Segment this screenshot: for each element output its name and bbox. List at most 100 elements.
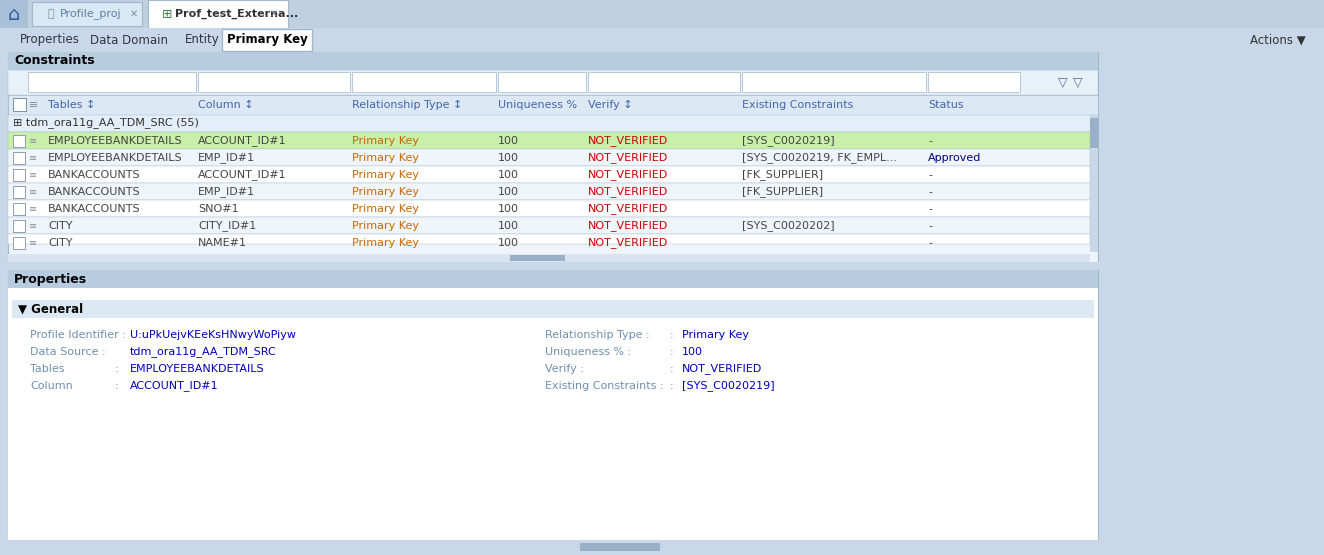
Text: Primary Key: Primary Key — [352, 170, 418, 180]
Bar — [8, 132, 1090, 149]
Text: Data Source :: Data Source : — [30, 347, 106, 357]
Bar — [0, 262, 1324, 270]
Bar — [13, 135, 25, 147]
Text: :: : — [670, 330, 674, 340]
Text: Uniqueness % :: Uniqueness % : — [545, 347, 632, 357]
Bar — [8, 166, 1090, 183]
Text: ≡: ≡ — [29, 153, 37, 163]
Bar — [741, 72, 925, 92]
Text: Verify :: Verify : — [545, 364, 584, 374]
Text: ACCOUNT_ID#1: ACCOUNT_ID#1 — [130, 381, 218, 391]
Text: 100: 100 — [498, 238, 519, 248]
Bar — [588, 72, 740, 92]
Text: ≡: ≡ — [29, 238, 37, 248]
Text: Actions ▼: Actions ▼ — [1250, 33, 1305, 47]
Text: EMPLOYEEBANKDETAILS: EMPLOYEEBANKDETAILS — [48, 136, 183, 146]
Bar — [13, 152, 25, 164]
Bar — [0, 0, 1324, 28]
Text: ▼ General: ▼ General — [19, 302, 83, 315]
Text: ≡: ≡ — [29, 100, 38, 110]
Bar — [8, 270, 1098, 288]
Bar — [510, 255, 565, 261]
Text: NOT_VERIFIED: NOT_VERIFIED — [588, 186, 669, 198]
Text: 100: 100 — [498, 221, 519, 231]
Text: tdm_ora11g_AA_TDM_SRC: tdm_ora11g_AA_TDM_SRC — [130, 346, 277, 357]
Bar — [222, 29, 312, 51]
Text: SNO#1: SNO#1 — [199, 204, 238, 214]
Text: 100: 100 — [498, 187, 519, 197]
Text: :: : — [115, 364, 119, 374]
Text: Tables ↕: Tables ↕ — [48, 100, 95, 110]
Bar — [0, 540, 1324, 555]
Text: 100: 100 — [498, 170, 519, 180]
Bar — [32, 2, 142, 26]
Text: Uniqueness %: Uniqueness % — [498, 100, 577, 110]
Bar — [0, 0, 28, 28]
Text: EMP_ID#1: EMP_ID#1 — [199, 153, 256, 164]
Bar — [8, 70, 1098, 95]
Text: Primary Key: Primary Key — [682, 330, 749, 340]
Bar — [13, 186, 25, 198]
Text: ⌂: ⌂ — [8, 4, 20, 23]
Text: [FK_SUPPLIER]: [FK_SUPPLIER] — [741, 169, 824, 180]
Text: ⊞: ⊞ — [162, 8, 172, 21]
Text: 🗎: 🗎 — [48, 9, 54, 19]
Bar — [0, 28, 1324, 52]
Text: Data Domain: Data Domain — [90, 33, 168, 47]
Bar — [1090, 118, 1098, 148]
Text: Approved: Approved — [928, 153, 981, 163]
Bar — [8, 115, 1098, 132]
Bar — [13, 220, 25, 232]
Text: 100: 100 — [498, 204, 519, 214]
Text: 100: 100 — [682, 347, 703, 357]
Text: ⊞ tdm_ora11g_AA_TDM_SRC (55): ⊞ tdm_ora11g_AA_TDM_SRC (55) — [13, 118, 199, 128]
Text: Status: Status — [928, 100, 964, 110]
Text: Prof_test_Externa...: Prof_test_Externa... — [175, 9, 298, 19]
Text: NOT_VERIFIED: NOT_VERIFIED — [682, 364, 763, 375]
Text: [FK_SUPPLIER]: [FK_SUPPLIER] — [741, 186, 824, 198]
Bar — [8, 200, 1090, 217]
Text: [SYS_C0020219]: [SYS_C0020219] — [741, 135, 834, 147]
Bar — [8, 270, 1098, 540]
Text: Primary Key: Primary Key — [352, 136, 418, 146]
Text: Verify ↕: Verify ↕ — [588, 100, 633, 110]
Text: Column ↕: Column ↕ — [199, 100, 254, 110]
Text: NOT_VERIFIED: NOT_VERIFIED — [588, 169, 669, 180]
Text: :: : — [670, 381, 674, 391]
Text: Properties: Properties — [15, 273, 87, 285]
Bar — [352, 72, 496, 92]
Text: Existing Constraints :: Existing Constraints : — [545, 381, 663, 391]
Bar — [13, 237, 25, 249]
Text: Properties: Properties — [20, 33, 79, 47]
Text: -: - — [928, 187, 932, 197]
Text: :: : — [670, 364, 674, 374]
Text: Primary Key: Primary Key — [226, 33, 307, 47]
Text: NOT_VERIFIED: NOT_VERIFIED — [588, 204, 669, 214]
Text: BANKACCOUNTS: BANKACCOUNTS — [48, 187, 140, 197]
Bar — [8, 217, 1090, 234]
Bar — [13, 169, 25, 181]
Bar — [8, 254, 1090, 262]
Text: 100: 100 — [498, 153, 519, 163]
Text: Primary Key: Primary Key — [352, 153, 418, 163]
Bar — [498, 72, 587, 92]
Text: [SYS_C0020202]: [SYS_C0020202] — [741, 220, 834, 231]
Text: U:uPkUejvKEeKsHNwyWoPiyw: U:uPkUejvKEeKsHNwyWoPiyw — [130, 330, 297, 340]
Text: Relationship Type :: Relationship Type : — [545, 330, 650, 340]
Text: ACCOUNT_ID#1: ACCOUNT_ID#1 — [199, 135, 286, 147]
Text: ▽: ▽ — [1058, 75, 1067, 88]
Text: ≡: ≡ — [29, 187, 37, 197]
Text: EMPLOYEEBANKDETAILS: EMPLOYEEBANKDETAILS — [130, 364, 265, 374]
Text: Existing Constraints: Existing Constraints — [741, 100, 854, 110]
Text: -: - — [928, 221, 932, 231]
Text: EMPLOYEEBANKDETAILS: EMPLOYEEBANKDETAILS — [48, 153, 183, 163]
Text: EMP_ID#1: EMP_ID#1 — [199, 186, 256, 198]
Text: 100: 100 — [498, 136, 519, 146]
Text: ≡: ≡ — [29, 204, 37, 214]
Text: ✕: ✕ — [130, 9, 138, 19]
Bar — [8, 95, 1098, 115]
Text: CITY: CITY — [48, 221, 73, 231]
Text: BANKACCOUNTS: BANKACCOUNTS — [48, 204, 140, 214]
Text: ≡: ≡ — [29, 136, 37, 146]
Bar — [8, 288, 1098, 540]
